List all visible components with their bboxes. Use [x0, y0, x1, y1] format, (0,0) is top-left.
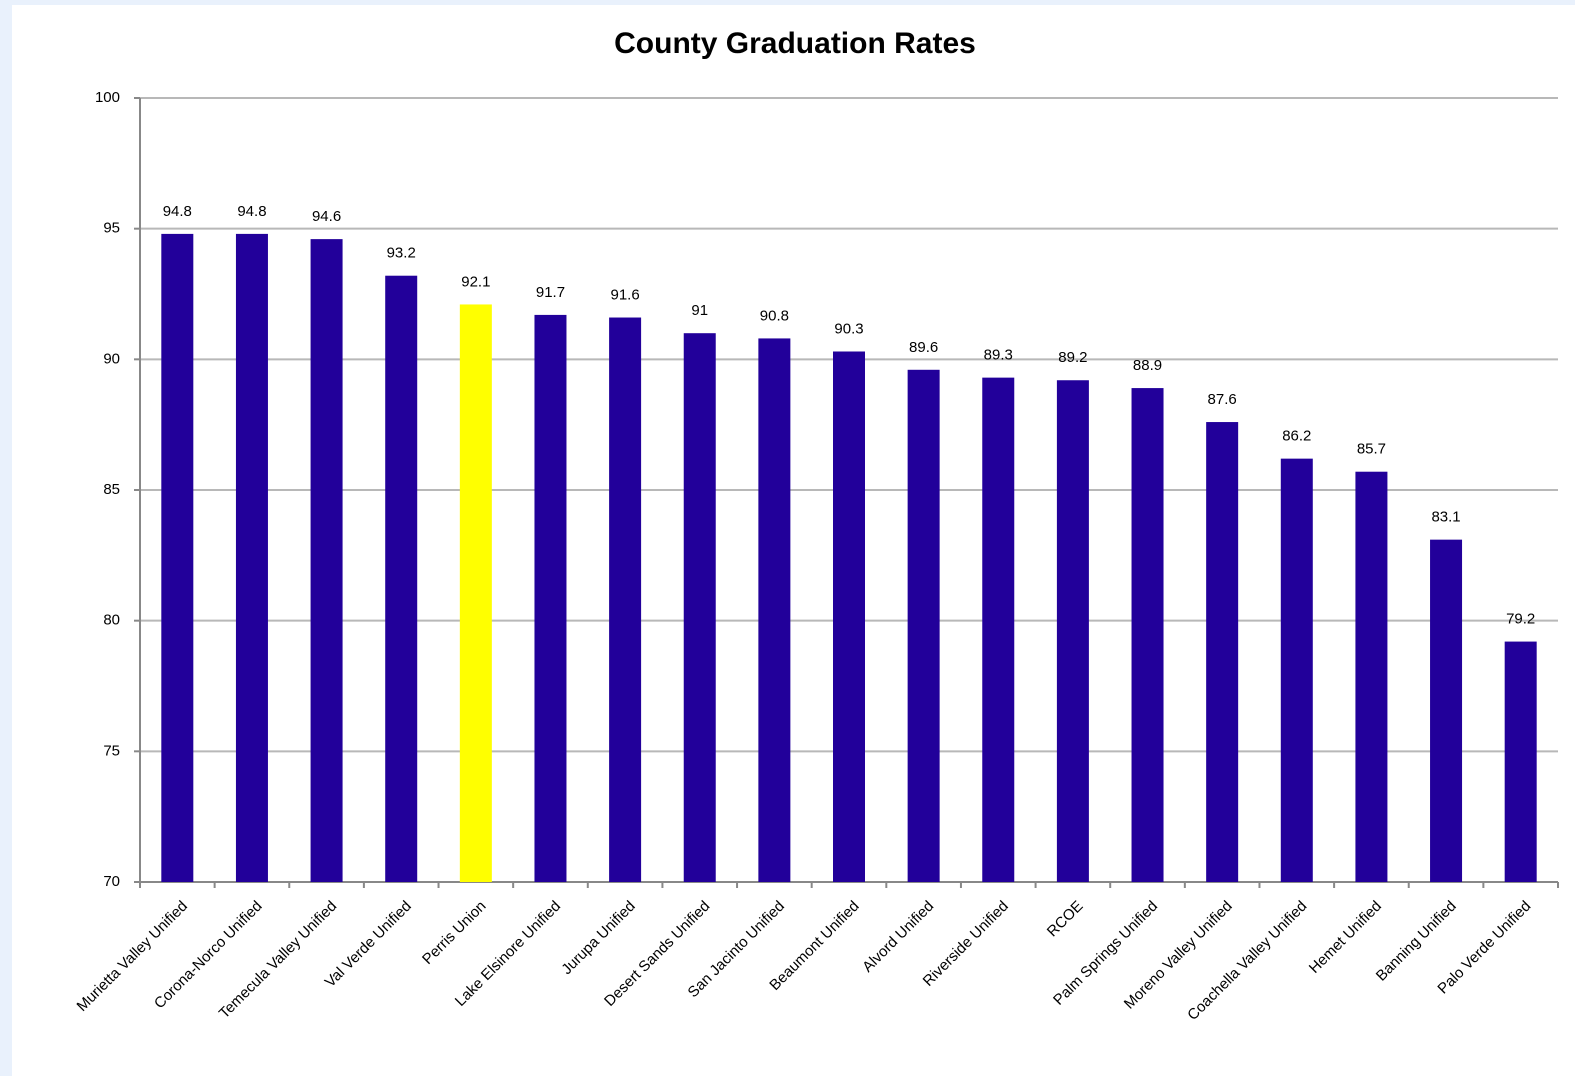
value-label: 90.3	[834, 320, 863, 337]
y-tick-label: 90	[103, 350, 120, 367]
value-label: 79.2	[1506, 611, 1535, 628]
bar	[1504, 641, 1537, 882]
bar	[609, 317, 642, 882]
bar	[1280, 458, 1313, 882]
value-label: 89.3	[984, 347, 1013, 364]
value-label: 89.2	[1058, 349, 1087, 366]
value-label: 91	[691, 302, 708, 319]
value-label: 93.2	[387, 245, 416, 262]
y-tick-label: 100	[95, 89, 120, 106]
bar	[833, 351, 865, 882]
bar	[534, 314, 567, 882]
value-label: 91.7	[536, 284, 565, 301]
bar	[1056, 380, 1089, 882]
y-tick-label: 85	[103, 481, 120, 498]
bar	[385, 275, 418, 882]
value-label: 86.2	[1282, 428, 1311, 445]
bar	[161, 233, 194, 883]
bar	[1430, 539, 1463, 882]
bar	[235, 233, 268, 883]
bar	[459, 304, 492, 882]
y-tick-label: 95	[103, 220, 120, 237]
value-label: 87.6	[1208, 391, 1237, 408]
bar	[1206, 422, 1239, 882]
value-label: 91.6	[611, 286, 640, 303]
chart-area	[12, 5, 1575, 1076]
value-label: 94.8	[163, 203, 192, 220]
bar	[1131, 388, 1164, 882]
value-label: 94.6	[312, 208, 341, 225]
bar	[982, 377, 1015, 882]
y-tick-label: 80	[103, 612, 120, 629]
value-label: 83.1	[1431, 509, 1460, 526]
bar	[310, 239, 343, 882]
y-tick-label: 75	[103, 742, 120, 759]
value-label: 92.1	[461, 273, 490, 290]
y-tick-label: 70	[103, 873, 120, 890]
bar	[683, 333, 716, 882]
value-label: 85.7	[1357, 441, 1386, 458]
value-label: 94.8	[237, 203, 266, 220]
value-label: 89.6	[909, 339, 938, 356]
bar	[758, 338, 791, 883]
bar	[907, 369, 940, 883]
chart-title: County Graduation Rates	[614, 27, 976, 60]
value-label: 90.8	[760, 307, 789, 324]
bar	[1355, 471, 1388, 882]
value-label: 88.9	[1133, 357, 1162, 374]
